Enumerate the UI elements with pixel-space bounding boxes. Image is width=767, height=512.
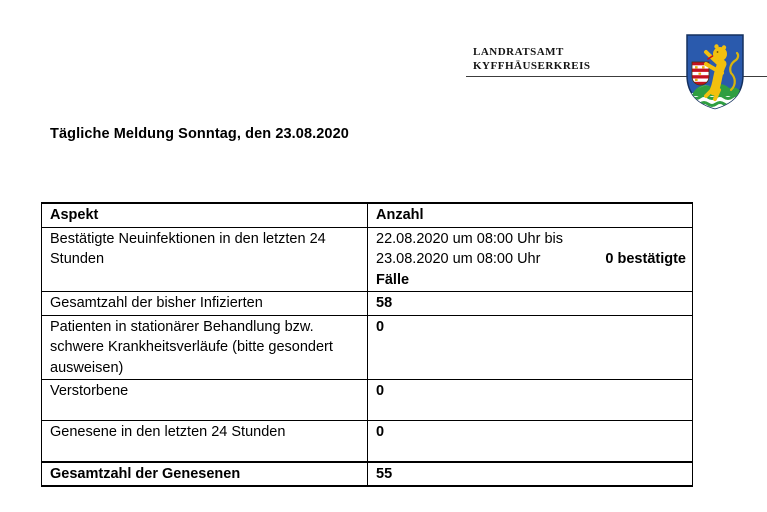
report-title: Tägliche Meldung Sonntag, den 23.08.2020 [50,126,349,142]
period-line1: 22.08.2020 um 08:00 Uhr bis [376,230,564,247]
row-value: 55 [367,460,693,487]
row-value: 0 [367,420,693,462]
confirmed-cases-count: 0 bestätigte [605,251,686,267]
table-row-hospitalized: Patienten in stationärer Behandlung bzw.… [41,314,693,380]
column-header-aspekt: Aspekt [41,202,368,228]
striped-inner-shield [691,61,710,86]
row-value: 0 [367,379,693,421]
org-name-line2: KYFFHÄUSERKREIS [473,60,591,72]
org-letterhead: LANDRATSAMT KYFFHÄUSERKREIS [473,45,591,73]
row-label: Verstorbene [41,379,368,421]
row-label: Genesene in den letzten 24 Stunden [41,420,368,462]
row-label: Bestätigte Neuinfektionen in den letzten… [41,226,368,292]
table-header-row: Aspekt Anzahl [41,202,693,228]
row-value: 22.08.2020 um 08:00 Uhr bis 23.08.2020 u… [367,226,693,292]
confirmed-cases-word: Fälle [376,271,410,288]
period-line2: 23.08.2020 um 08:00 Uhr 0 bestätigte [376,249,686,270]
header-rule [466,76,767,77]
table-row-deceased: Verstorbene 0 [41,379,693,421]
report-table: Aspekt Anzahl Bestätigte Neuinfektionen … [41,202,693,487]
row-label: Gesamtzahl der bisher Infizierten [41,291,368,316]
row-label: Patienten in stationärer Behandlung bzw.… [41,314,368,380]
column-header-anzahl: Anzahl [367,202,693,228]
table-row-total-infected: Gesamtzahl der bisher Infizierten 58 [41,291,693,316]
period-line2-date: 23.08.2020 um 08:00 Uhr [376,251,541,267]
lion-rampant [704,44,740,101]
row-value: 58 [367,291,693,316]
row-value: 0 [367,314,693,380]
coat-of-arms-icon [686,34,744,110]
table-row-total-recovered: Gesamtzahl der Genesenen 55 [41,460,693,487]
org-name-line1: LANDRATSAMT [473,46,564,58]
table-row-recovered-24h: Genesene in den letzten 24 Stunden 0 [41,420,693,462]
table-row-new-infections: Bestätigte Neuinfektionen in den letzten… [41,226,693,292]
row-label: Gesamtzahl der Genesenen [41,460,368,487]
